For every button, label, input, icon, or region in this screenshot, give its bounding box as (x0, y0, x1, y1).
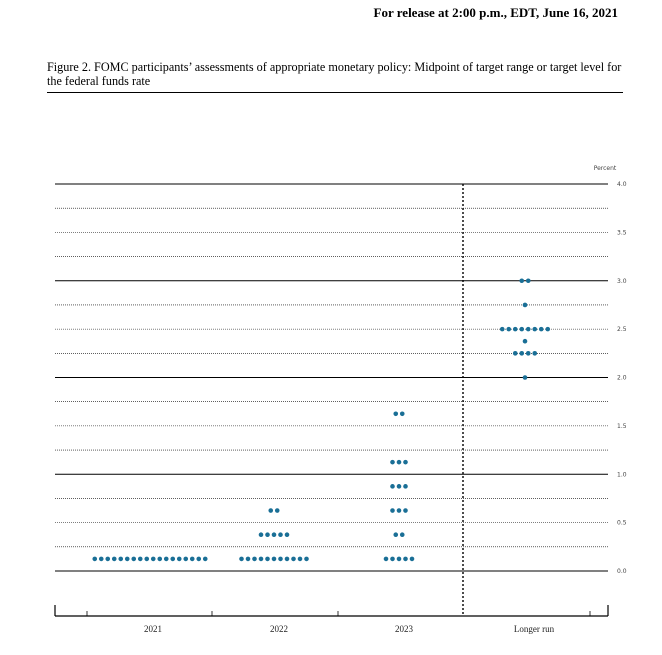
participant-dot (150, 556, 156, 562)
participant-dot (170, 556, 176, 562)
participant-dot (265, 556, 270, 562)
participant-dot (278, 532, 283, 538)
dots-layer (92, 278, 551, 562)
participant-dot (265, 532, 270, 538)
participant-dot (118, 556, 124, 562)
participant-dot (252, 556, 257, 562)
y-tick-label: 4.0 (617, 181, 627, 188)
participant-dot (284, 556, 290, 562)
release-notice: For release at 2:00 p.m., EDT, June 16, … (373, 5, 618, 20)
participant-dot (396, 556, 402, 562)
participant-dot (271, 532, 277, 538)
x-category-label: 2023 (395, 624, 414, 634)
y-tick-label: 0.5 (617, 520, 627, 527)
participant-dot (396, 508, 402, 513)
participant-dot (124, 556, 130, 562)
participant-dot (163, 556, 169, 562)
x-category-label: 2022 (270, 624, 288, 634)
participant-dot (525, 278, 531, 284)
participant-dot (403, 484, 408, 489)
participant-dot (258, 532, 264, 538)
participant-dot (512, 351, 518, 356)
participant-dot (284, 532, 290, 538)
participant-dot (131, 556, 137, 562)
participant-dot (519, 326, 525, 332)
participant-dot (396, 459, 402, 465)
participant-dot (304, 556, 309, 562)
participant-dot (105, 556, 111, 562)
participant-dot (245, 556, 251, 562)
participant-dot (403, 459, 408, 465)
participant-dot (258, 556, 264, 562)
participant-dot (239, 556, 244, 562)
participant-dot (137, 556, 143, 562)
participant-dot (532, 326, 538, 332)
y-axis-unit-label: Percent (594, 165, 617, 172)
participant-dot (176, 556, 182, 562)
participant-dot (396, 484, 402, 489)
y-tick-label: 3.0 (617, 278, 627, 285)
y-tick-label: 2.0 (617, 375, 627, 382)
participant-dot (390, 556, 395, 562)
participant-dot (512, 326, 518, 332)
participant-dot (506, 326, 512, 332)
x-axis: 2021 2022 2023 Longer run (54, 184, 609, 634)
participant-dot (545, 326, 551, 332)
participant-dot (532, 351, 538, 356)
participant-dot (390, 484, 395, 489)
participant-dot (403, 508, 408, 513)
x-category-label: 2021 (144, 624, 162, 634)
participant-dot (519, 351, 525, 356)
participant-dot (393, 532, 399, 538)
y-tick-label: 1.0 (617, 471, 627, 478)
y-axis-ticks: 0.0 0.5 1.0 1.5 2.0 2.5 3.0 3.5 4.0 (617, 181, 627, 575)
y-tick-label: 2.5 (617, 326, 627, 333)
participant-dot (111, 556, 117, 562)
participant-dot (390, 508, 395, 513)
participant-dot (519, 278, 525, 284)
participant-dot (144, 556, 150, 562)
participant-dot (522, 338, 528, 344)
participant-dot (98, 556, 104, 562)
participant-dot (196, 556, 202, 562)
participant-dot (399, 532, 405, 538)
x-category-label: Longer run (514, 624, 555, 634)
participant-dot (202, 556, 208, 562)
participant-dot (409, 556, 415, 562)
grid-lines (55, 183, 608, 572)
participant-dot (383, 556, 389, 562)
participant-dot (297, 556, 303, 562)
participant-dot (399, 411, 405, 417)
participant-dot (390, 459, 395, 465)
participant-dot (291, 556, 296, 562)
figure-caption: Figure 2. FOMC participants’ assessments… (47, 60, 622, 88)
participant-dot (274, 508, 280, 513)
participant-dot (268, 508, 274, 513)
participant-dot (278, 556, 283, 562)
participant-dot (499, 326, 505, 332)
y-tick-label: 1.5 (617, 423, 627, 430)
participant-dot (92, 556, 98, 562)
y-tick-label: 0.0 (617, 568, 627, 575)
caption-rule (47, 92, 623, 93)
y-tick-label: 3.5 (617, 229, 627, 236)
participant-dot (538, 326, 544, 332)
participant-dot (271, 556, 277, 562)
participant-dot (403, 556, 408, 562)
participant-dot (525, 351, 531, 356)
participant-dot (183, 556, 189, 562)
participant-dot (157, 556, 163, 562)
participant-dot (525, 326, 531, 332)
participant-dot (522, 375, 528, 380)
participant-dot (189, 556, 195, 562)
participant-dot (522, 302, 528, 308)
participant-dot (393, 411, 399, 417)
